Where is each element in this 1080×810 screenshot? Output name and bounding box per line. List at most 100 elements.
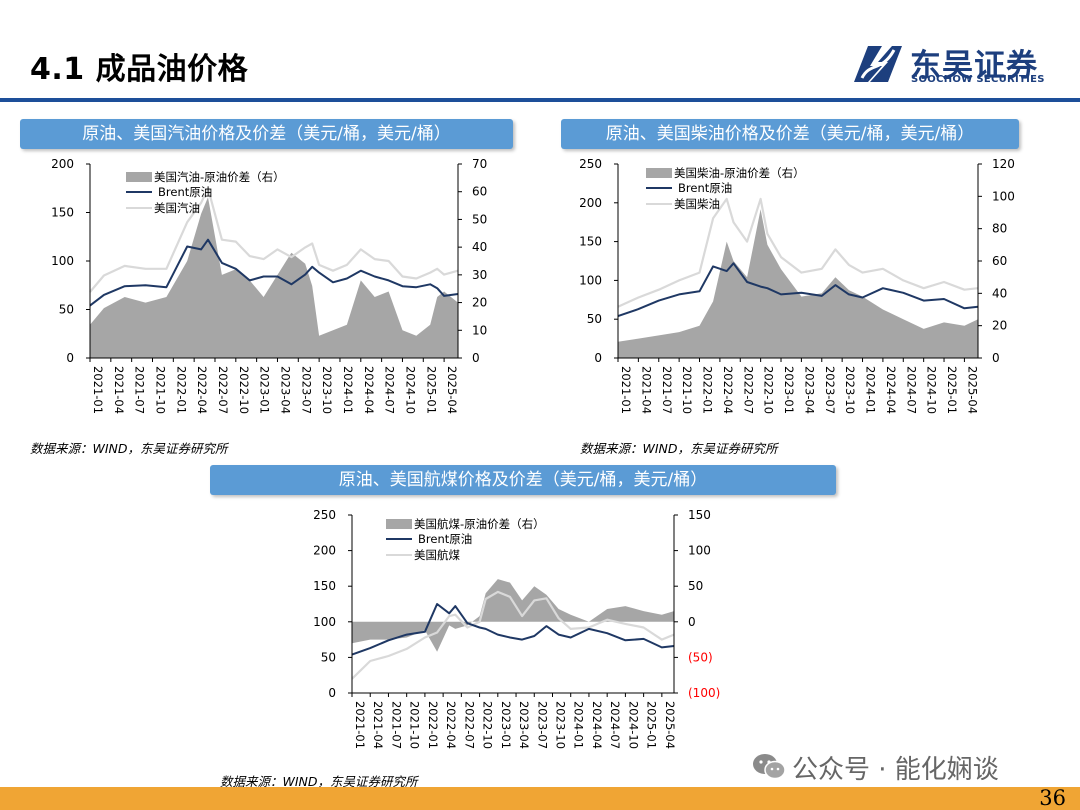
chart2-xtick-label: 2021-07 <box>660 366 674 414</box>
chart1-xtick-label: 2021-10 <box>153 366 167 414</box>
chart1-ytick-right-label: 40 <box>472 240 487 254</box>
chart1-xtick-label: 2022-01 <box>174 366 188 414</box>
chart1-xtick-label: 2025-04 <box>445 366 459 414</box>
chart1-ytick-left-label: 0 <box>66 351 74 365</box>
chart1-ytick-right-label: 20 <box>472 296 487 310</box>
chart2-ytick-left-label: 200 <box>579 196 602 210</box>
chart2-xtick-label: 2022-04 <box>721 366 735 414</box>
header-rule <box>0 98 1080 102</box>
watermark-text: 公众号 · 能化娴谈 <box>792 755 999 785</box>
chart3-xtick-label: 2024-10 <box>626 701 640 749</box>
chart2-xtick-label: 2025-01 <box>945 366 959 414</box>
footer-bar <box>0 787 1080 810</box>
chart2-legend-label-brent: Brent原油 <box>678 181 732 195</box>
chart3-legend-label-spread: 美国航煤-原油价差（右） <box>414 517 545 531</box>
chart3-ytick-right-label: 100 <box>688 544 711 558</box>
chart2-ytick-left-label: 0 <box>594 351 602 365</box>
chart1-ytick-left-label: 150 <box>51 206 74 220</box>
chart1-legend-label-brent: Brent原油 <box>158 185 212 199</box>
chart1-ytick-right-label: 50 <box>472 212 487 226</box>
chart3-ytick-right-label: 50 <box>688 579 703 593</box>
chart2-source: 数据来源：WIND，东吴证券研究所 <box>580 441 778 456</box>
chart2-xtick-label: 2021-01 <box>619 366 633 414</box>
chart3-ytick-left-label: 250 <box>313 508 336 522</box>
chart2-xtick-label: 2023-01 <box>782 366 796 414</box>
chart1-svg: 0 50 100 150 200 0 10 20 30 40 50 60 70 2021-01 2021-0… <box>51 157 487 414</box>
chart3-xtick-label: 2024-04 <box>590 701 604 749</box>
chart3-xtick-label: 2023-10 <box>553 701 567 749</box>
chart1-xtick-label: 2022-10 <box>237 366 251 414</box>
chart1-series-spread-area <box>90 197 458 358</box>
chart3-xtick-label: 2024-01 <box>572 701 586 749</box>
chart3-xtick-label: 2021-10 <box>408 701 422 749</box>
chart3-xtick-label: 2025-04 <box>663 701 677 749</box>
chart1-xtick-label: 2022-04 <box>195 366 209 414</box>
chart1-legend-label-product: 美国汽油 <box>154 201 200 215</box>
chart3-xtick-label: 2022-10 <box>481 701 495 749</box>
chart2-diesel: 0 50 100 150 200 250 0 20 40 60 80 100 120 2021-01 202… <box>560 150 1040 420</box>
chart2-xtick-label: 2024-04 <box>884 366 898 414</box>
chart3-xtick-label: 2022-01 <box>426 701 440 749</box>
chart2-xtick-label: 2024-01 <box>864 366 878 414</box>
chart1-xtick-label: 2022-07 <box>216 366 230 414</box>
chart3-legend-label-product: 美国航煤 <box>414 548 460 562</box>
chart3-xtick-label: 2022-07 <box>462 701 476 749</box>
chart3-banner: 原油、美国航煤价格及价差（美元/桶，美元/桶） <box>210 465 836 495</box>
chart3-ytick-left-label: 200 <box>313 544 336 558</box>
page-title: 4.1 成品油价格 <box>30 52 249 87</box>
chart1-ytick-left-label: 200 <box>51 157 74 171</box>
chart3-xtick-label: 2023-04 <box>517 701 531 749</box>
chart1-series-brent-line <box>89 238 459 307</box>
chart3-ytick-right-label: (100) <box>688 686 720 700</box>
soochow-logo-icon <box>854 46 902 82</box>
chart2-ytick-right-label: 0 <box>992 351 1000 365</box>
chart3-xtick-label: 2024-07 <box>608 701 622 749</box>
chart3-xtick-label: 2023-07 <box>535 701 549 749</box>
chart1-legend-label-spread: 美国汽油-原油价差（右） <box>154 170 285 184</box>
wechat-icon <box>752 752 786 789</box>
chart1-ytick-right-label: 0 <box>472 351 480 365</box>
chart3-ytick-left-label: 100 <box>313 615 336 629</box>
chart2-ytick-right-label: 120 <box>992 157 1015 171</box>
chart2-svg: 0 50 100 150 200 250 0 20 40 60 80 100 120 2021-01 202… <box>579 157 1015 414</box>
chart3-source: 数据来源：WIND，东吴证券研究所 <box>220 774 418 789</box>
chart1-legend-swatch-spread <box>126 172 152 182</box>
logo-name-cn: 东吴证券 <box>910 48 1038 84</box>
chart1-xtick-label: 2024-07 <box>383 366 397 414</box>
chart2-xtick-label: 2024-10 <box>925 366 939 414</box>
chart1-ytick-left-label: 100 <box>51 254 74 268</box>
chart3-xtick-label: 2025-01 <box>645 701 659 749</box>
chart2-xtick-label: 2022-07 <box>741 366 755 414</box>
chart2-xtick-label: 2021-04 <box>639 366 653 414</box>
chart2-xtick-label: 2023-10 <box>843 366 857 414</box>
chart3-xtick-label: 2021-01 <box>353 701 367 749</box>
chart2-ytick-right-label: 80 <box>992 222 1007 236</box>
chart3-svg: 0 50 100 150 200 250 (100) (50) 0 50 100 150 2021-01… <box>313 508 720 749</box>
chart3-ytick-right-label: 0 <box>688 615 696 629</box>
chart2-xtick-label: 2023-04 <box>802 366 816 414</box>
chart1-xtick-label: 2025-01 <box>424 366 438 414</box>
chart2-legend-label-spread: 美国柴油-原油价差（右） <box>674 166 805 180</box>
chart1-ytick-right-label: 60 <box>472 185 487 199</box>
chart3-ytick-left-label: 0 <box>328 686 336 700</box>
chart1-ytick-right-label: 10 <box>472 323 487 337</box>
chart1-ytick-right-label: 70 <box>472 157 487 171</box>
chart2-ytick-left-label: 50 <box>587 312 602 326</box>
chart2-ytick-right-label: 40 <box>992 286 1007 300</box>
chart1-gasoline: 0 50 100 150 200 0 10 20 30 40 50 60 70 2021-01 2021-0… <box>20 150 500 420</box>
chart3-ytick-left-label: 50 <box>321 650 336 664</box>
chart2-xtick-label: 2025-04 <box>965 366 979 414</box>
company-logo: 东吴证券 SOOCHOW SECURITIES <box>848 42 1053 90</box>
chart2-legend-label-product: 美国柴油 <box>674 197 720 211</box>
chart2-xtick-label: 2024-07 <box>904 366 918 414</box>
chart1-xtick-label: 2024-04 <box>362 366 376 414</box>
chart2-xtick-label: 2022-01 <box>701 366 715 414</box>
chart1-xtick-label: 2023-07 <box>299 366 313 414</box>
chart3-xtick-label: 2023-01 <box>499 701 513 749</box>
chart1-ytick-right-label: 30 <box>472 268 487 282</box>
chart3-ytick-left-label: 150 <box>313 579 336 593</box>
chart1-ytick-left-label: 50 <box>59 303 74 317</box>
chart1-series-product-line <box>89 187 459 293</box>
chart3-xtick-label: 2021-04 <box>371 701 385 749</box>
chart2-legend-swatch-spread <box>646 168 672 178</box>
